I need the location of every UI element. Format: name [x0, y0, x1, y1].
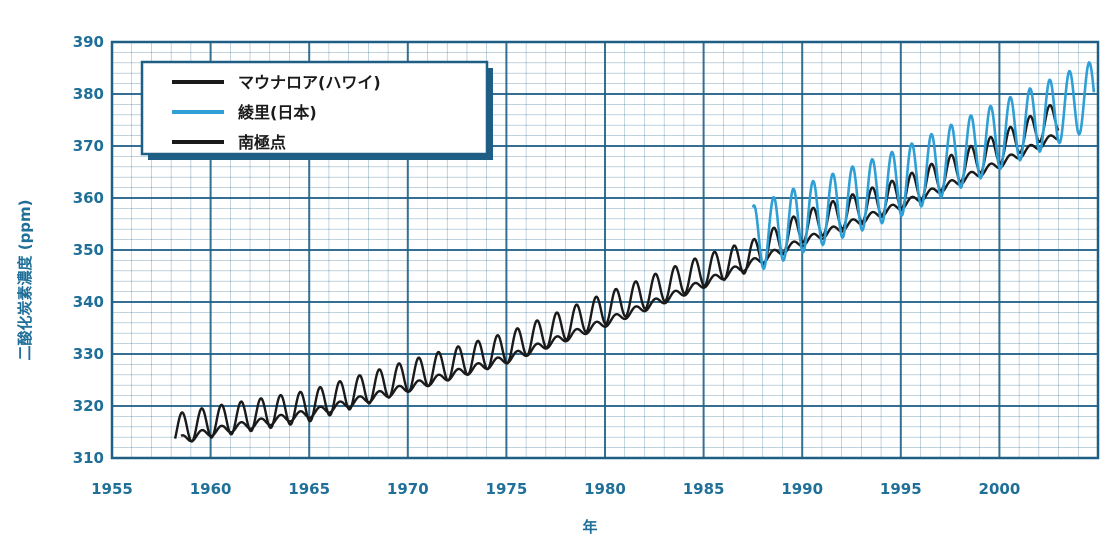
- series-line-mauna-loa: [173, 103, 1060, 443]
- series-layer: [173, 61, 1096, 443]
- x-tick-labels: 1955 1960 1965 1970 1975 1980 1985 1990 1995 2000: [91, 480, 1020, 498]
- x-tick-label: 1980: [584, 480, 626, 498]
- y-tick-label: 310: [73, 449, 104, 467]
- x-tick-label: 1955: [91, 480, 133, 498]
- y-axis-label: 二酸化炭素濃度 (ppm): [16, 199, 34, 360]
- legend-label-south-pole: 南極点: [238, 133, 286, 152]
- y-tick-label: 370: [73, 137, 104, 155]
- legend-label-mauna-loa: マウナロア(ハワイ): [238, 73, 381, 92]
- x-tick-label: 1960: [190, 480, 232, 498]
- x-tick-label: 1995: [880, 480, 922, 498]
- x-axis-label: 年: [582, 518, 597, 536]
- legend-box: [140, 60, 489, 156]
- x-tick-label: 1970: [387, 480, 429, 498]
- series-line-ryori: [751, 61, 1096, 271]
- x-tick-label: 1985: [683, 480, 725, 498]
- x-tick-label: 2000: [979, 480, 1021, 498]
- x-tick-label: 1965: [288, 480, 330, 498]
- plot-frame: [110, 40, 1100, 460]
- y-tick-label: 380: [73, 85, 104, 103]
- y-tick-label: 390: [73, 33, 104, 51]
- y-tick-labels: 310 320 330 340 350 360 370 380 390: [73, 33, 104, 467]
- y-tick-label: 320: [73, 397, 104, 415]
- x-tick-label: 1990: [781, 480, 823, 498]
- y-tick-label: 360: [73, 189, 104, 207]
- y-tick-label: 340: [73, 293, 104, 311]
- x-tick-label: 1975: [486, 480, 528, 498]
- legend-label-ryori: 綾里(日本): [238, 103, 317, 122]
- y-tick-label: 350: [73, 241, 104, 259]
- legend: マウナロア(ハワイ) 綾里(日本) 南極点: [140, 60, 493, 160]
- y-tick-label: 330: [73, 345, 104, 363]
